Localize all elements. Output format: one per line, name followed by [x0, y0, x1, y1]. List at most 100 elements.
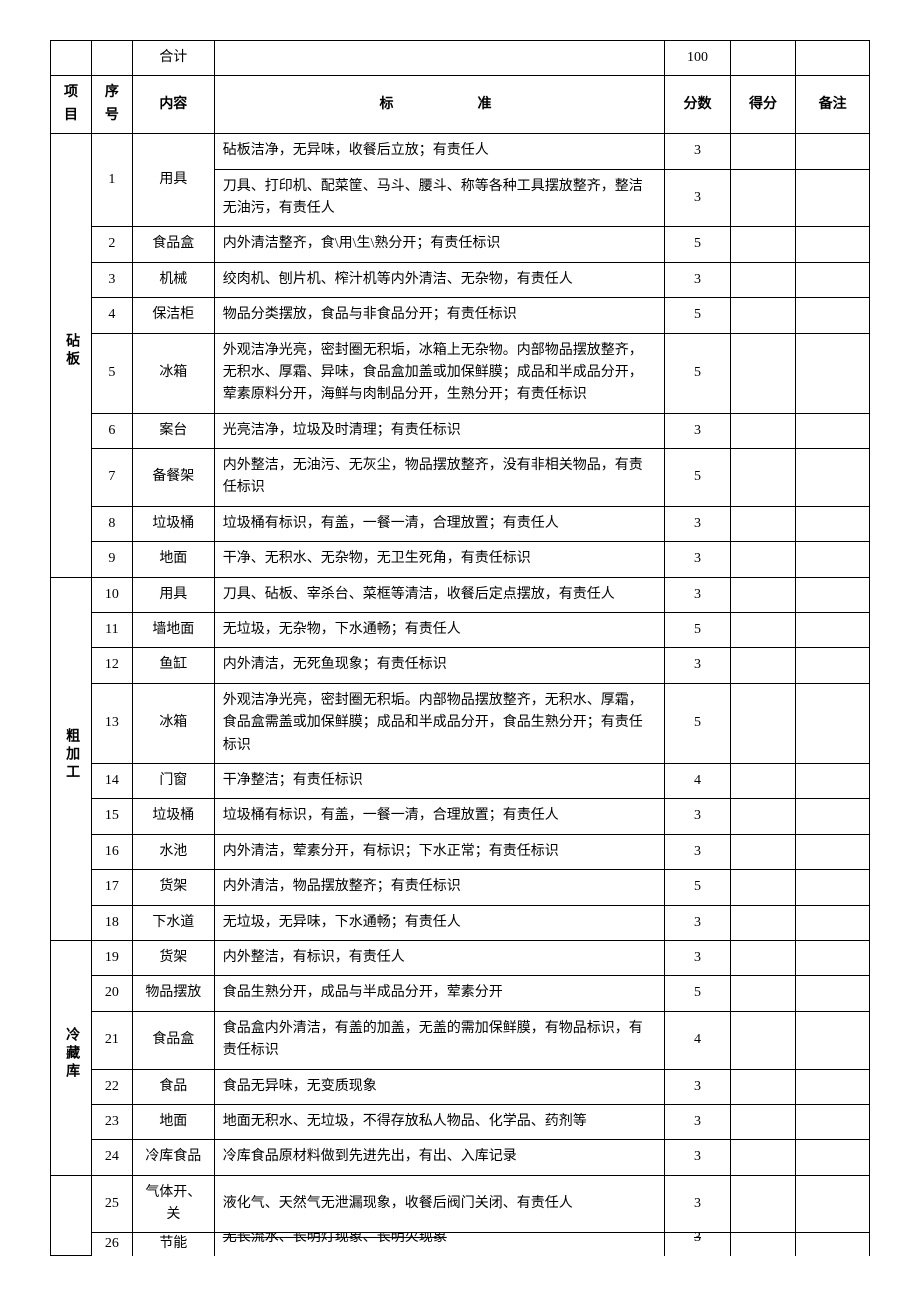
row-got-blank — [730, 940, 796, 975]
row-score: 3 — [665, 413, 731, 448]
row-note-blank — [796, 1104, 870, 1139]
row-seq: 18 — [91, 905, 132, 940]
row-seq: 26 — [91, 1233, 132, 1256]
row-got-blank — [730, 834, 796, 869]
header-item: 内容 — [132, 76, 214, 134]
row-score: 3 — [665, 577, 731, 612]
row-got-blank — [730, 683, 796, 763]
row-seq: 19 — [91, 940, 132, 975]
row-standard: 内外清洁，物品摆放整齐；有责任标识 — [214, 870, 664, 905]
table-row: 3机械绞肉机、刨片机、榨汁机等内外清洁、无杂物，有责任人3 — [51, 262, 870, 297]
row-score: 3 — [665, 1175, 731, 1233]
row-seq: 6 — [91, 413, 132, 448]
row-score: 3 — [665, 905, 731, 940]
row-got-blank — [730, 763, 796, 798]
row-note-blank — [796, 506, 870, 541]
row-note-blank — [796, 1175, 870, 1233]
row-note-blank — [796, 1069, 870, 1104]
row-item: 垃圾桶 — [132, 799, 214, 834]
row-item: 节能 — [132, 1233, 214, 1256]
row-got-blank — [730, 506, 796, 541]
row-seq: 22 — [91, 1069, 132, 1104]
row-got-blank — [730, 1104, 796, 1139]
row-standard: 垃圾桶有标识，有盖，一餐一清，合理放置；有责任人 — [214, 799, 664, 834]
table-row: 14门窗干净整洁；有责任标识4 — [51, 763, 870, 798]
inspection-table: 合计100项目序号内容标准分数得分备注砧板1用具砧板洁净，无异味，收餐后立放；有… — [50, 40, 870, 1256]
header-score: 分数 — [665, 76, 731, 134]
row-seq: 21 — [91, 1011, 132, 1069]
row-note-blank — [796, 940, 870, 975]
row-note-blank — [796, 834, 870, 869]
row-got-blank — [730, 799, 796, 834]
table-row: 21食品盒食品盒内外清洁，有盖的加盖，无盖的需加保鲜膜，有物品标识，有责任标识4 — [51, 1011, 870, 1069]
header-got: 得分 — [730, 76, 796, 134]
total-label: 合计 — [132, 41, 214, 76]
row-item: 冰箱 — [132, 683, 214, 763]
row-seq: 10 — [91, 577, 132, 612]
row-standard: 食品无异味，无变质现象 — [214, 1069, 664, 1104]
table-row: 18下水道无垃圾，无异味，下水通畅；有责任人3 — [51, 905, 870, 940]
row-item: 墙地面 — [132, 613, 214, 648]
row-got-blank — [730, 298, 796, 333]
table-row: 11墙地面无垃圾，无杂物，下水通畅；有责任人5 — [51, 613, 870, 648]
row-got-blank — [730, 1011, 796, 1069]
row-note-blank — [796, 577, 870, 612]
table-row: 9地面干净、无积水、无杂物，无卫生死角，有责任标识3 — [51, 542, 870, 577]
total-row: 合计 100 — [51, 41, 870, 76]
row-seq: 11 — [91, 613, 132, 648]
row-note-blank — [796, 1140, 870, 1175]
row-standard: 干净、无积水、无杂物，无卫生死角，有责任标识 — [214, 542, 664, 577]
row-got-blank — [730, 1069, 796, 1104]
row-item: 垃圾桶 — [132, 506, 214, 541]
row-seq: 2 — [91, 227, 132, 262]
row-standard: 内外清洁整齐，食\用\生\熟分开；有责任标识 — [214, 227, 664, 262]
row-score: 3 — [665, 834, 731, 869]
row-seq: 16 — [91, 834, 132, 869]
section-name: 冷藏库 — [51, 940, 92, 1175]
row-item: 案台 — [132, 413, 214, 448]
table-row: 17货架内外清洁，物品摆放整齐；有责任标识5 — [51, 870, 870, 905]
row-got-blank — [730, 648, 796, 683]
row-standard: 食品生熟分开，成品与半成品分开，荤素分开 — [214, 976, 664, 1011]
table-row: 20物品摆放食品生熟分开，成品与半成品分开，荤素分开5 — [51, 976, 870, 1011]
row-got-blank — [730, 1175, 796, 1233]
table-row: 24冷库食品冷库食品原材料做到先进先出，有出、入库记录3 — [51, 1140, 870, 1175]
row-got-blank — [730, 1140, 796, 1175]
row-score: 5 — [665, 613, 731, 648]
row-score: 5 — [665, 298, 731, 333]
row-item: 门窗 — [132, 763, 214, 798]
section-name — [51, 1175, 92, 1256]
row-note-blank — [796, 905, 870, 940]
row-score: 5 — [665, 976, 731, 1011]
row-seq: 8 — [91, 506, 132, 541]
row-standard: 液化气、天然气无泄漏现象，收餐后阀门关闭、有责任人 — [214, 1175, 664, 1233]
row-standard: 刀具、打印机、配菜筐、马斗、腰斗、称等各种工具摆放整齐，整洁无油污，有责任人 — [214, 169, 664, 227]
row-seq: 5 — [91, 333, 132, 413]
row-score: 4 — [665, 1011, 731, 1069]
row-note-blank — [796, 134, 870, 169]
row-score: 3 — [665, 1069, 731, 1104]
total-score: 100 — [665, 41, 731, 76]
row-standard-text: 无长流水、长明灯现象、长明火现象 — [223, 1233, 447, 1246]
row-note-blank — [796, 449, 870, 507]
total-got-blank — [730, 41, 796, 76]
row-note-blank — [796, 1233, 870, 1256]
row-seq: 7 — [91, 449, 132, 507]
table-row: 16水池内外清洁，荤素分开，有标识；下水正常；有责任标识3 — [51, 834, 870, 869]
row-standard: 内外清洁，无死鱼现象；有责任标识 — [214, 648, 664, 683]
row-note-blank — [796, 799, 870, 834]
header-seq: 序号 — [91, 76, 132, 134]
row-item: 用具 — [132, 134, 214, 227]
table-row: 12鱼缸内外清洁，无死鱼现象；有责任标识3 — [51, 648, 870, 683]
row-note-blank — [796, 870, 870, 905]
row-score: 5 — [665, 683, 731, 763]
row-standard: 内外整洁，有标识，有责任人 — [214, 940, 664, 975]
row-seq: 25 — [91, 1175, 132, 1233]
table-row: 26节能无长流水、长明灯现象、长明火现象 3 — [51, 1233, 870, 1256]
row-score: 3 — [665, 940, 731, 975]
row-score-text: 3 — [694, 1233, 701, 1246]
row-item: 鱼缸 — [132, 648, 214, 683]
row-score: 3 — [665, 134, 731, 169]
table-row: 6案台光亮洁净，垃圾及时清理；有责任标识3 — [51, 413, 870, 448]
table-row: 15垃圾桶垃圾桶有标识，有盖，一餐一清，合理放置；有责任人3 — [51, 799, 870, 834]
